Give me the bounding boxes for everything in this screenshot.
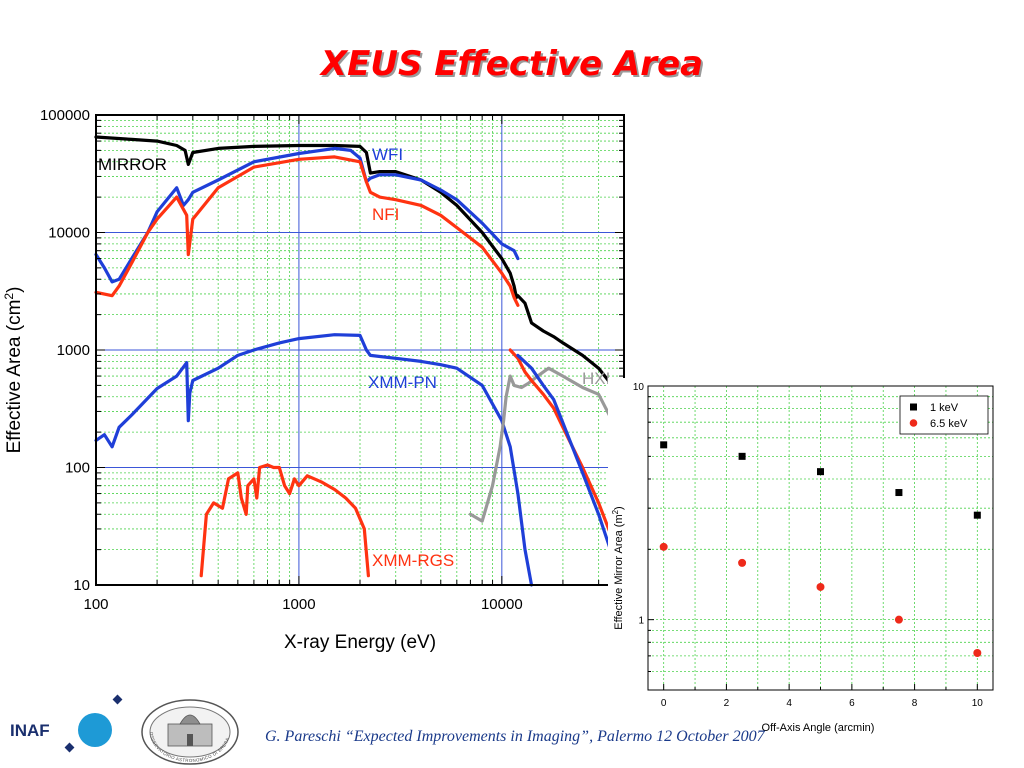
label-wfi: WFI — [372, 145, 403, 164]
inset-y-tick-label: 1 — [638, 616, 644, 627]
inset-chart-y-axis-label: Effective Mirror Area (m2) — [611, 506, 625, 629]
point-1-kev — [973, 511, 981, 519]
x-tick-label: 10000 — [481, 596, 523, 613]
slide-title: XEUS Effective Area — [320, 44, 704, 84]
point-1-kev — [895, 489, 903, 497]
point-6-5-kev — [659, 542, 668, 551]
inset-legend-box — [899, 395, 989, 435]
inset-chart-grid — [648, 385, 993, 691]
legend-label-6-5-kev: 6.5 keV — [930, 418, 968, 430]
off-axis-chart: 0 2 4 6 8 10 1 10 1 keV 6.5 keV Off-Axis Angle (… — [608, 378, 1000, 738]
legend-label-1-kev: 1 keV — [930, 402, 959, 414]
label-xmm-pn: XMM-PN — [368, 373, 437, 392]
inset-x-tick-label: 8 — [912, 698, 918, 709]
inset-x-tick-label: 10 — [972, 698, 984, 709]
y-tick-label: 100 — [65, 460, 90, 477]
footer-citation: G. Pareschi “Expected Improvements in Im… — [265, 728, 765, 745]
point-1-kev — [817, 468, 824, 476]
series-xmm-rgs-line — [199, 463, 370, 578]
series-mirror-line — [94, 135, 622, 413]
label-nfi: NFI — [372, 205, 399, 224]
inset-y-label-superscript: 2 — [611, 509, 620, 514]
inaf-logo-diamond-bottom — [64, 742, 75, 753]
y-tick-label: 10 — [73, 577, 90, 594]
y-tick-label: 10000 — [48, 225, 90, 242]
point-6-5-kev — [894, 615, 903, 624]
inset-y-label-close: ) — [613, 506, 625, 510]
main-chart-curve-labels: MIRROR WFI NFI XMM-PN XMM-RGS HXI — [98, 145, 610, 570]
y-tick-label: 1000 — [57, 342, 90, 359]
inaf-logo-diamond-top — [112, 694, 123, 705]
seal-door — [187, 734, 193, 746]
main-chart-y-axis-label: Effective Area (cm2) — [2, 287, 25, 454]
main-chart-y-axis-label-superscript: 2 — [2, 293, 16, 300]
x-tick-label: 100 — [83, 596, 108, 613]
inset-chart-legend: 1 keV 6.5 keV — [899, 395, 989, 435]
point-6-5-kev — [973, 648, 982, 657]
inaf-logo-text: INAF — [10, 721, 50, 740]
main-chart-series — [94, 135, 626, 587]
inset-y-tick-label: 10 — [633, 382, 645, 393]
inset-chart-ticks — [648, 385, 978, 691]
series-hxi-wfi-line — [516, 353, 626, 587]
point-1-kev — [738, 452, 746, 460]
label-hxi: HXI — [582, 369, 610, 388]
series-xmm-pn-line — [94, 333, 534, 587]
seal-dome — [179, 714, 201, 725]
legend-marker-6-5-kev — [909, 419, 918, 427]
inset-chart-tick-labels: 0 2 4 6 8 10 1 10 — [633, 382, 983, 709]
point-6-5-kev — [738, 558, 747, 567]
label-xmm-rgs: XMM-RGS — [372, 551, 454, 570]
main-chart-x-axis-label: X-ray Energy (eV) — [284, 632, 436, 653]
inaf-logo-circle — [78, 713, 112, 747]
inset-y-label-text: Effective Mirror Area (m — [613, 514, 625, 629]
main-chart-grid — [96, 115, 625, 585]
inset-x-tick-label: 4 — [786, 698, 792, 709]
inset-x-tick-label: 6 — [849, 698, 855, 709]
x-tick-label: 1000 — [282, 596, 315, 613]
main-chart-y-axis-label-text: Effective Area (cm — [4, 300, 25, 454]
series-hxi-line — [468, 366, 622, 523]
point-1-kev — [660, 441, 668, 449]
inset-x-tick-label: 0 — [661, 698, 667, 709]
legend-marker-1-kev — [910, 403, 917, 411]
inset-chart-points — [659, 441, 982, 657]
main-chart-y-axis-label-close: ) — [4, 287, 25, 293]
seal-outer-ring — [141, 699, 239, 765]
observatory-seal: OSSERVATORIO ASTRONOMICO DI BRERA — [141, 699, 239, 765]
y-tick-label: 100000 — [40, 107, 90, 124]
label-mirror: MIRROR — [98, 155, 167, 174]
inset-chart-x-axis-label: Off-Axis Angle (arcmin) — [762, 722, 875, 734]
series-nfi-line — [94, 155, 520, 307]
series-hxi-nfi-line — [508, 348, 626, 578]
main-chart-tick-labels: 100 1000 10000 10 100 1000 10000 100000 — [40, 107, 523, 613]
point-6-5-kev — [816, 582, 825, 591]
inaf-logo: INAF — [10, 694, 123, 753]
inset-x-tick-label: 2 — [724, 698, 730, 709]
